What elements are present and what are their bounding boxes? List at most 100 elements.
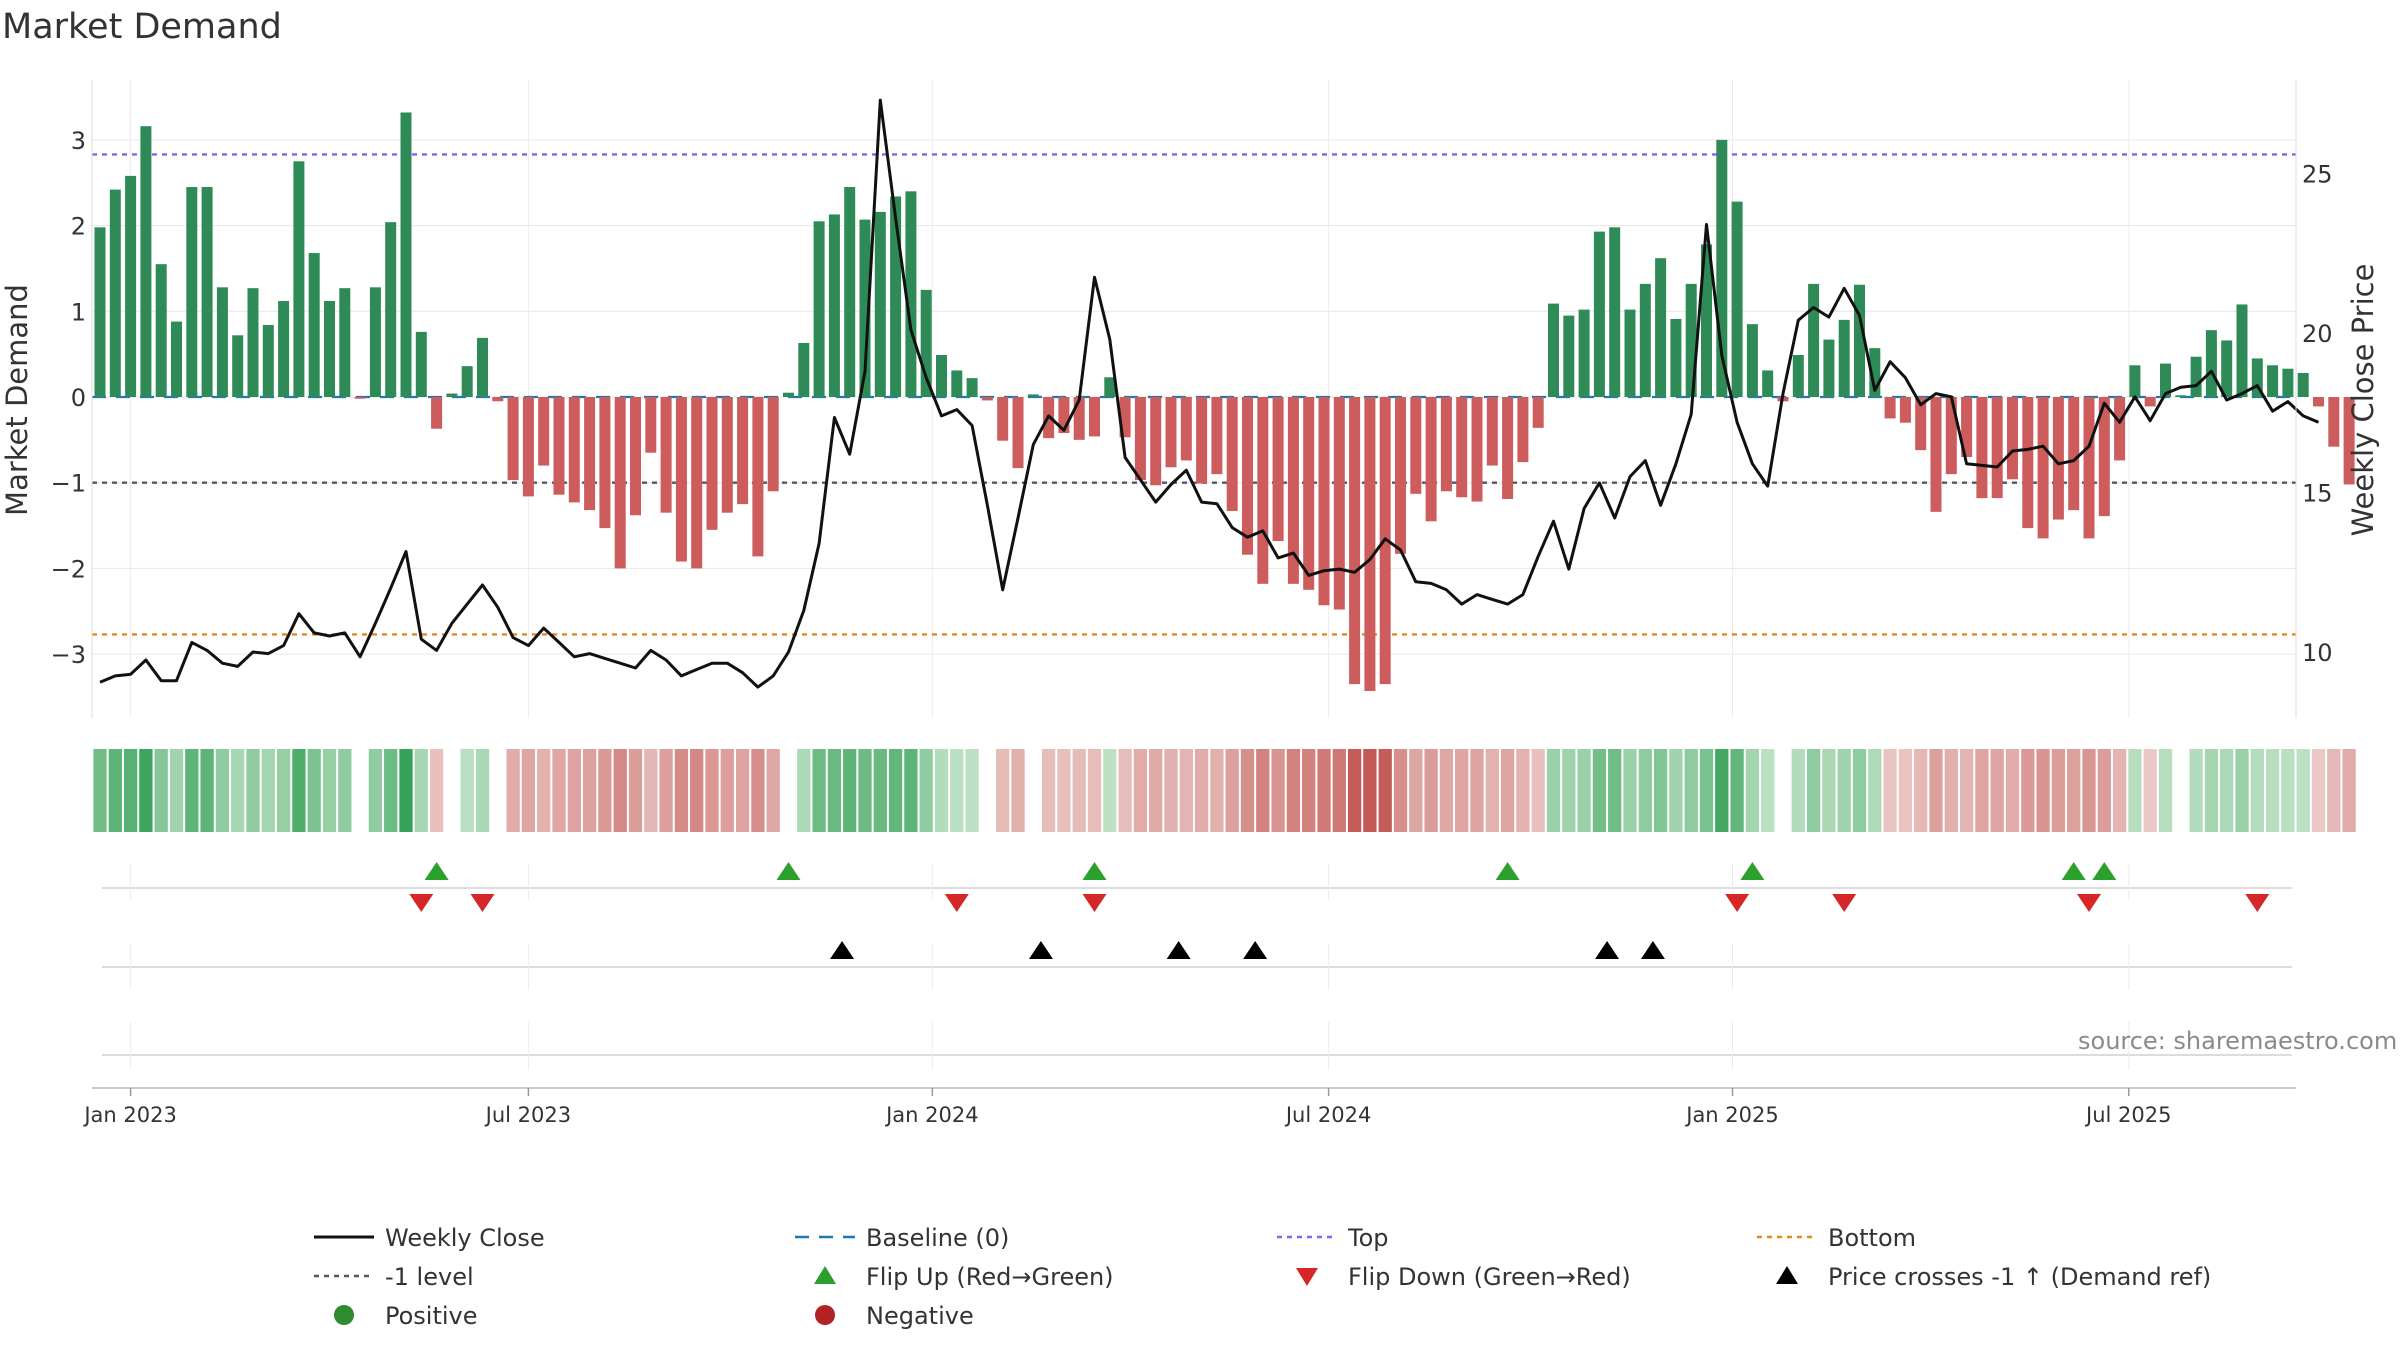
heat-cell [1363,749,1377,832]
price-cross-marker [830,941,855,959]
demand-bar [415,331,427,397]
heat-cell [108,749,122,832]
heat-cell [1975,749,1989,832]
chart-title: Market Demand [2,7,282,47]
heat-cell [2067,749,2081,832]
demand-bar [2236,304,2248,397]
heat-cell [1577,749,1591,832]
heat-cell [1822,749,1836,832]
heat-cell [1562,749,1576,832]
demand-bar [385,222,397,397]
heat-cell [460,749,474,832]
demand-bar [1226,397,1238,511]
demand-bar [201,187,213,397]
heat-cell [521,749,536,832]
legend-entry-weekly-close: Weekly Close [314,1224,545,1252]
demand-bar [1502,397,1514,499]
heat-cell [690,749,704,832]
heat-cell [2021,749,2035,832]
legend-entry-negative: Negative [815,1302,974,1330]
demand-bar [1823,339,1835,397]
heat-cell [644,749,658,832]
flip-down-marker [1725,894,1750,912]
demand-bar [706,397,718,530]
flip-up-marker [2061,862,2086,880]
demand-bar [1548,303,1559,397]
heat-cell [2128,749,2142,832]
heat-cell [1990,749,2004,832]
heat-cell [1883,749,1897,832]
flip-up-marker [1740,862,1765,880]
heat-cell [307,749,321,832]
demand-bar [614,397,626,569]
demand-bar [324,301,335,397]
demand-bar [890,196,902,397]
demand-bar [2052,397,2064,520]
weekly-close-line-path [99,98,2320,689]
legend-entry-baseline-0: Baseline (0) [795,1224,1009,1252]
demand-bar [767,397,779,492]
legend-label: -1 level [385,1263,474,1291]
legend: Weekly Close Baseline (0) Top Bottom -1 leve… [314,1224,2211,1330]
heat-cell [1455,749,1469,832]
demand-bar [1058,397,1070,433]
heat-cell [843,749,857,832]
demand-bar [828,214,840,397]
heat-cell [2082,749,2096,832]
heat-cell [2220,749,2234,832]
heat-cell [1516,749,1530,832]
demand-bar [1119,397,1131,438]
legend-entry-positive: Positive [334,1302,478,1330]
flip-down-marker [1832,894,1857,912]
demand-bar [1272,397,1284,541]
demand-bar [2098,397,2110,517]
heat-cell [261,749,275,832]
demand-bar [155,264,167,397]
heat-cell [1409,749,1423,832]
demand-bar [584,397,596,511]
heat-cell [888,749,903,832]
heat-cell [1730,749,1744,832]
heat-cell [2327,749,2341,832]
heat-cell [537,749,551,832]
demand-bar [1318,397,1330,606]
event-markers [102,862,2292,1070]
flip-down-marker [409,894,434,912]
price-cross-marker [1028,941,1053,959]
demand-bar [599,397,611,529]
heat-cell [1852,749,1867,832]
heat-cell [1485,749,1499,832]
heat-cell [429,749,444,832]
heat-cell [322,749,337,832]
demand-bar [1517,397,1529,463]
demand-bar [1701,244,1712,397]
demand-bar [2129,365,2141,397]
heat-cell [1898,749,1913,832]
demand-bar [1869,348,1881,397]
flip-up-marker [424,862,449,880]
demand-bar [1134,397,1146,481]
demand-bar [1792,355,1804,397]
demand-bar [568,397,580,503]
heat-cell [2097,749,2111,832]
heat-cell [2143,749,2157,832]
demand-bar [1762,370,1774,397]
demand-bar [400,112,412,397]
demand-bar [2160,363,2171,397]
demand-bar [2328,397,2340,447]
demand-bar [278,301,290,397]
demand-bar [1838,319,1850,397]
demand-bar [859,219,871,397]
legend-entry-bottom: Bottom [1757,1224,1916,1252]
demand-bar [737,397,749,505]
heat-cell [215,749,230,832]
heat-cell [1929,749,1943,832]
heat-cell [1699,749,1714,832]
demand-bar [1410,397,1422,494]
legend-label: Bottom [1828,1224,1916,1252]
heat-cell [858,749,872,832]
demand-bar [553,397,565,495]
demand-bar [2068,397,2080,511]
heat-cell [2342,749,2356,832]
